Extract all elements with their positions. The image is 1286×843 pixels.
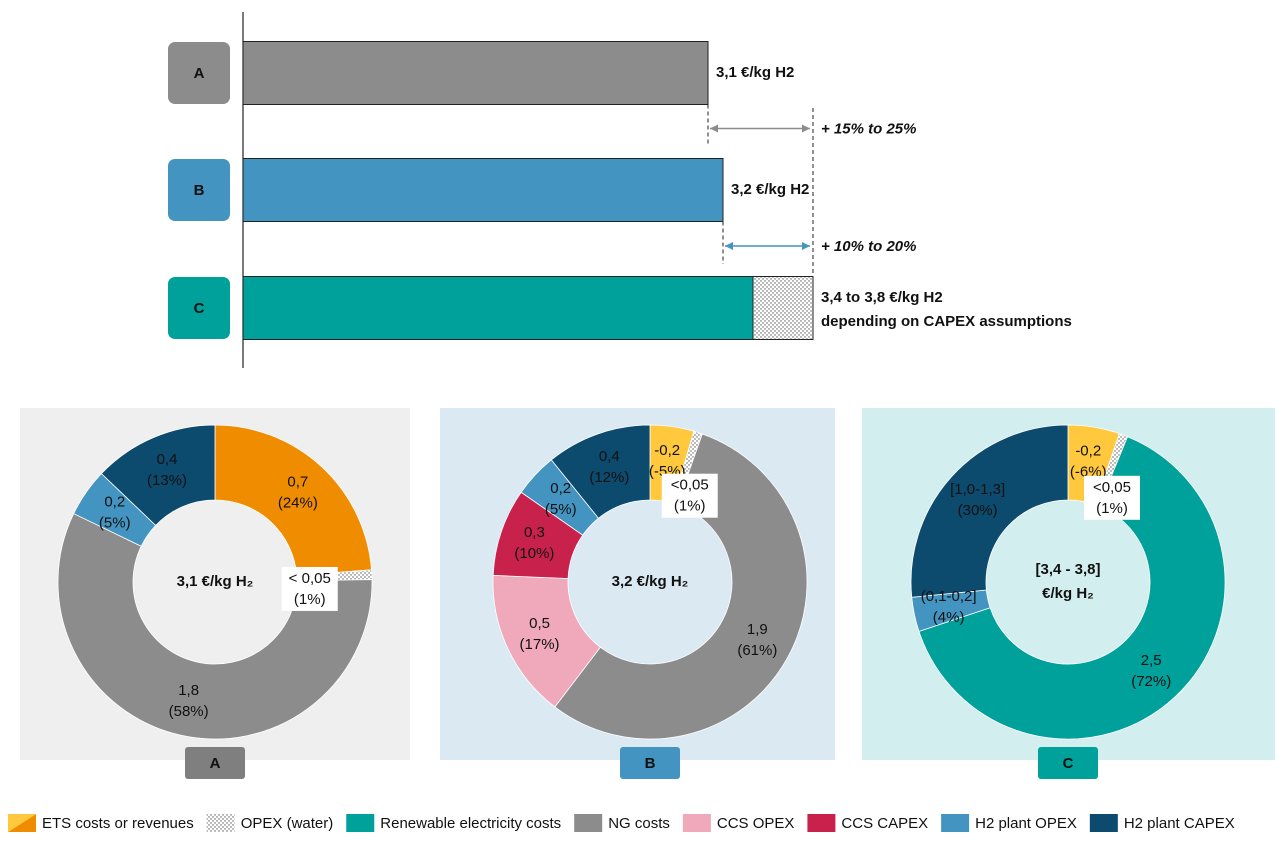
slice-percent: (30%) <box>958 502 998 519</box>
legend-label: ETS costs or revenues <box>42 815 194 832</box>
category-badge <box>168 42 230 104</box>
annotation: + 10% to 20% <box>821 238 916 255</box>
slice-amount: 2,5 <box>1141 652 1162 669</box>
legend-swatch <box>8 814 36 832</box>
legend-label: NG costs <box>608 815 670 832</box>
category-badge <box>168 277 230 339</box>
category-badge <box>168 159 230 221</box>
legend-label: OPEX (water) <box>241 815 334 832</box>
legend-swatch <box>346 814 375 832</box>
slice-amount: < 0,05 <box>289 570 331 587</box>
panel-badge <box>185 747 245 779</box>
donut-slice <box>918 436 1226 740</box>
slice-percent: (61%) <box>737 642 777 659</box>
center-label: [3,4 - 3,8] <box>1035 561 1100 578</box>
slice-percent: (17%) <box>520 636 560 653</box>
category-label: A <box>194 65 205 82</box>
panel-label: A <box>210 755 221 772</box>
slice-percent: (12%) <box>589 469 629 486</box>
label-box <box>281 566 338 611</box>
slice-amount: <0,05 <box>1093 479 1131 496</box>
slice-amount: 0,3 <box>524 524 545 541</box>
slice-amount: 0,2 <box>104 493 125 510</box>
slice-amount: 1,9 <box>747 621 768 638</box>
slice-percent: (72%) <box>1131 673 1171 690</box>
slice-percent: (10%) <box>514 545 554 562</box>
label-box <box>1083 475 1140 520</box>
legend-label: Renewable electricity costs <box>380 815 561 832</box>
slice-percent: (4%) <box>933 609 965 626</box>
legend-swatch <box>206 814 235 832</box>
slice-amount: 0,5 <box>529 615 550 632</box>
center-label: 3,2 €/kg H₂ <box>612 573 689 590</box>
panel-badge <box>620 747 680 779</box>
panel-badge <box>1038 747 1098 779</box>
annotation: + 15% to 25% <box>821 120 916 137</box>
donut-slice <box>910 424 1069 598</box>
donut-slice <box>550 424 651 519</box>
slice-percent: (13%) <box>147 472 187 489</box>
legend-swatch <box>941 814 970 832</box>
center-label: €/kg H₂ <box>1042 585 1094 602</box>
slice-percent: (58%) <box>169 703 209 720</box>
donut-slice <box>100 424 216 526</box>
legend-swatch <box>807 814 836 832</box>
legend-swatch <box>682 814 711 832</box>
slice-amount: <0,05 <box>671 477 709 494</box>
value-note: depending on CAPEX assumptions <box>821 313 1072 330</box>
donut-slice <box>57 513 373 740</box>
value-label: 3,4 to 3,8 €/kg H2 <box>821 289 943 306</box>
label-box <box>661 473 718 518</box>
slice-amount: [1,0-1,3] <box>950 481 1005 498</box>
slice-amount: 0,2 <box>550 480 571 497</box>
bar <box>242 158 724 222</box>
slice-percent: (5%) <box>99 514 131 531</box>
donut-slice <box>554 433 808 740</box>
bar <box>242 41 709 105</box>
legend-swatch <box>1089 814 1118 832</box>
slice-percent: (24%) <box>278 494 318 511</box>
legend-swatch <box>574 814 603 832</box>
slice-percent: (5%) <box>545 501 577 518</box>
slice-amount: -0,2 <box>654 442 680 459</box>
slice-amount: 0,7 <box>287 473 308 490</box>
category-label: C <box>194 300 205 317</box>
legend-label: H2 plant OPEX <box>975 815 1077 832</box>
slice-amount: 1,8 <box>178 682 199 699</box>
category-label: B <box>194 182 205 199</box>
slice-amount: (0,1-0,2] <box>921 588 977 605</box>
slice-percent: (1%) <box>674 498 706 515</box>
legend-label: CCS CAPEX <box>841 815 928 832</box>
bar <box>242 276 754 340</box>
value-label: 3,2 €/kg H2 <box>731 181 809 198</box>
panel-label: B <box>645 755 656 772</box>
slice-amount: -0,2 <box>1075 443 1101 460</box>
slice-amount: 0,4 <box>599 448 620 465</box>
panel-label: C <box>1063 755 1074 772</box>
legend-label: H2 plant CAPEX <box>1124 815 1235 832</box>
value-label: 3,1 €/kg H2 <box>716 64 794 81</box>
bar-range <box>752 276 814 340</box>
center-label: 3,1 €/kg H₂ <box>177 573 254 590</box>
legend-label: CCS OPEX <box>717 815 795 832</box>
slice-percent: (1%) <box>294 591 326 608</box>
slice-amount: 0,4 <box>157 451 178 468</box>
donut-slice <box>214 424 372 577</box>
slice-percent: (1%) <box>1096 500 1128 517</box>
